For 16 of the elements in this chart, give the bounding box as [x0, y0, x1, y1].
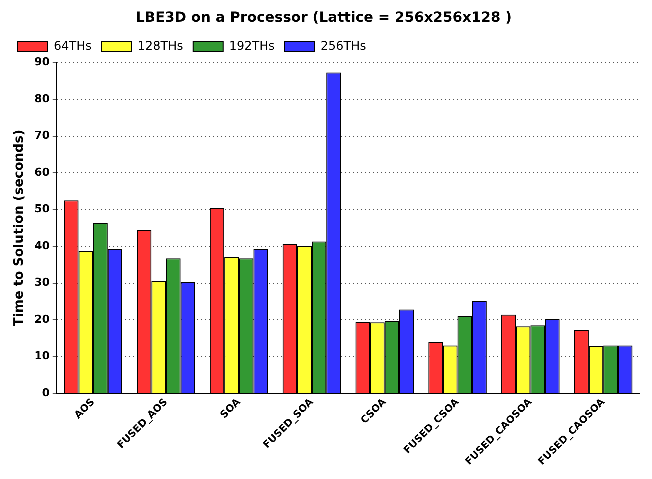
- legend-label: 192THs: [229, 38, 275, 53]
- y-tick-label: 90: [34, 56, 50, 69]
- legend-label: 128THs: [138, 38, 184, 53]
- y-tick-label: 30: [34, 276, 50, 290]
- legend-label: 64THs: [54, 38, 92, 53]
- y-tick-label: 10: [34, 350, 50, 363]
- y-tick-label: 70: [34, 129, 50, 142]
- y-tick-label: 80: [34, 92, 50, 106]
- y-axis-title: Time to Solution (seconds): [12, 130, 28, 327]
- y-tick-label: 40: [34, 239, 50, 252]
- legend-label: 256THs: [320, 38, 366, 53]
- y-tick-label: 60: [34, 166, 50, 179]
- chart-title: LBE3D on a Processor (Lattice = 256x256x128 ): [136, 10, 512, 26]
- y-tick-label: 20: [34, 312, 50, 326]
- y-tick-label: 0: [42, 386, 50, 400]
- y-tick-label: 50: [34, 202, 50, 216]
